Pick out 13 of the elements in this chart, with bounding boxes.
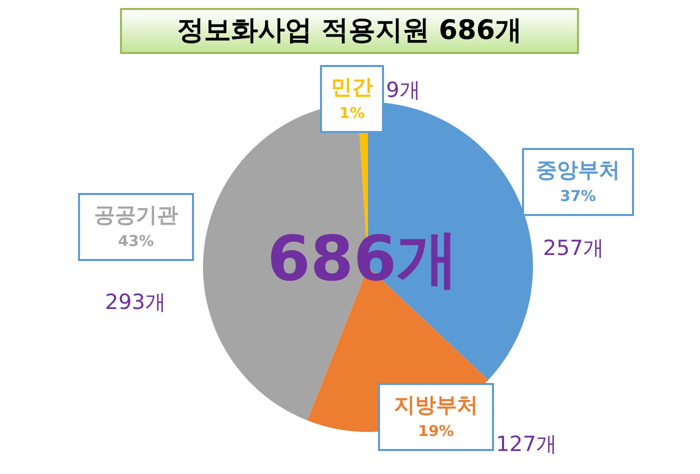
chart-title: 정보화사업 적용지원 686개: [120, 8, 579, 54]
text: 293개: [105, 289, 166, 316]
text: 257개: [543, 235, 604, 262]
data-label: 37%: [559, 186, 597, 207]
data-label: 19%: [417, 421, 455, 442]
text: 9개: [386, 77, 420, 104]
data-label: 1%: [338, 103, 366, 124]
data-label: 43%: [117, 231, 155, 252]
text: 127개: [496, 431, 558, 458]
slice-label: 민간: [330, 74, 374, 101]
slice-label: 지방부처: [393, 392, 479, 419]
slice-label: 공공기관: [93, 202, 179, 229]
slice-label: 중앙부처: [535, 157, 621, 184]
